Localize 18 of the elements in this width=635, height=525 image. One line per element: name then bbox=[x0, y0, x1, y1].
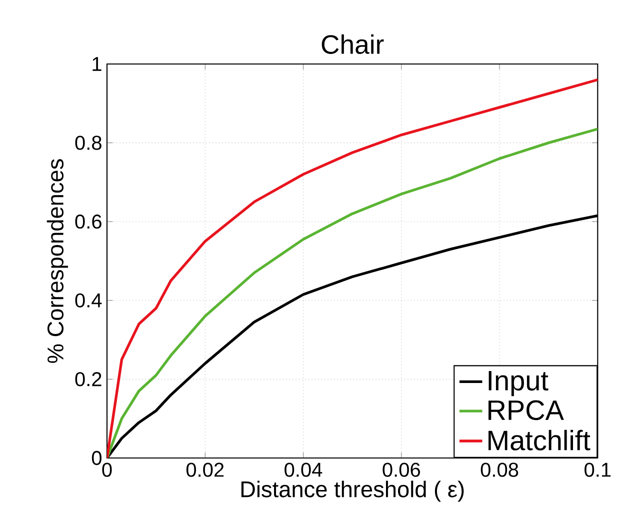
y-tick-label: 0.2 bbox=[75, 372, 102, 386]
y-tick-label: 1 bbox=[92, 57, 102, 71]
x-tick-label: 0 bbox=[102, 462, 112, 477]
y-tick-label: 0.6 bbox=[75, 214, 102, 229]
chart-title: Chair bbox=[322, 34, 384, 54]
x-tick-label: 0.04 bbox=[284, 462, 322, 477]
x-axis-title: Distance threshold ( ε) bbox=[241, 480, 464, 502]
x-tick-label: 0.08 bbox=[480, 462, 518, 477]
x-tick-label: 0.02 bbox=[186, 462, 224, 477]
y-tick-label: 0.4 bbox=[75, 293, 102, 308]
legend-label: RPCA bbox=[488, 400, 564, 420]
y-tick-label: 0 bbox=[92, 450, 102, 466]
y-tick-label: 0.8 bbox=[75, 136, 102, 150]
legend-label: Matchlift bbox=[488, 430, 590, 450]
legend-label: Input bbox=[488, 371, 548, 396]
y-axis-title: % Correspondences bbox=[46, 159, 68, 363]
x-tick-label: 0.1 bbox=[584, 462, 611, 477]
x-tick-label: 0.06 bbox=[382, 462, 420, 477]
